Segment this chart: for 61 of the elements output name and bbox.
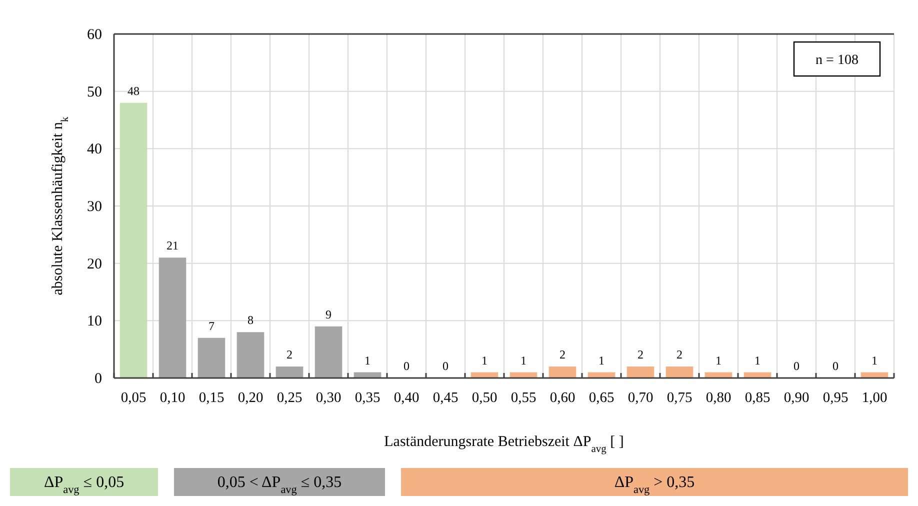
x-tick-label: 0,75 (666, 390, 692, 406)
x-tick-label: 0,60 (550, 390, 576, 406)
x-tick-label: 0,05 (120, 390, 146, 406)
data-label: 2 (560, 348, 566, 362)
data-label: 0 (404, 359, 410, 373)
bar (626, 366, 654, 378)
bar (236, 332, 264, 378)
data-label: 21 (166, 238, 178, 253)
bar (548, 366, 576, 378)
bar (158, 258, 186, 378)
data-label: 1 (754, 353, 760, 368)
x-tick-label: 0,65 (588, 390, 614, 406)
data-label: 7 (208, 318, 214, 333)
x-tick-label: 0,45 (432, 390, 458, 406)
bar (198, 338, 226, 378)
data-label: 48 (128, 84, 140, 98)
data-label: 0 (832, 359, 838, 373)
x-tick-label: 0,80 (706, 390, 732, 406)
x-tick-label: 0,70 (628, 390, 654, 406)
data-label: 1 (482, 353, 488, 368)
x-tick-label: 0,15 (198, 390, 224, 406)
data-label: 2 (638, 348, 644, 362)
data-label: 2 (286, 348, 292, 362)
x-axis-title: Laständerungsrate Betriebszeit ΔP$_{avg}$ [ ] (384, 434, 624, 454)
x-tick-label: 1,00 (862, 390, 888, 406)
data-label: 0 (794, 359, 800, 373)
data-label: 1 (364, 353, 370, 368)
text: ΔP$_{avg}$ > 0,35 (614, 474, 695, 496)
y-tick-label: 30 (87, 199, 102, 215)
x-tick-label: 0,20 (238, 390, 264, 406)
x-tick-label: 0,95 (822, 390, 848, 406)
y-tick-label: 0 (94, 371, 102, 387)
data-label: 1 (598, 353, 604, 368)
bar (314, 326, 342, 378)
y-tick-label: 20 (87, 256, 102, 272)
bar (276, 366, 304, 378)
y-tick-label: 60 (87, 27, 102, 43)
data-label: 0 (442, 359, 448, 373)
x-tick-label: 0,10 (160, 390, 186, 406)
data-label: 1 (716, 353, 722, 368)
bar (666, 366, 694, 378)
data-label: 1 (520, 353, 526, 368)
x-tick-label: 0,30 (316, 390, 342, 406)
x-tick-label: 0,50 (472, 390, 498, 406)
data-label: 1 (872, 353, 878, 368)
text: ΔP$_{avg}$ ≤ 0,05 (44, 474, 124, 496)
data-label: 8 (248, 313, 254, 328)
x-tick-label: 0,25 (276, 390, 302, 406)
x-tick-label: 0,40 (394, 390, 420, 406)
x-tick-label: 0,55 (510, 390, 536, 406)
data-label: 9 (326, 307, 332, 322)
text: 0,05 < ΔP$_{avg}$ ≤ 0,35 (217, 474, 342, 496)
x-tick-label: 0,90 (784, 390, 810, 406)
x-tick-label: 0,35 (354, 390, 380, 406)
y-tick-label: 40 (87, 142, 102, 158)
y-tick-label: 50 (87, 84, 102, 100)
annotation: n = 108 (816, 53, 858, 68)
data-label: 2 (676, 348, 682, 362)
x-tick-label: 0,85 (744, 390, 770, 406)
y-tick-label: 10 (87, 314, 102, 330)
bar (120, 102, 148, 378)
